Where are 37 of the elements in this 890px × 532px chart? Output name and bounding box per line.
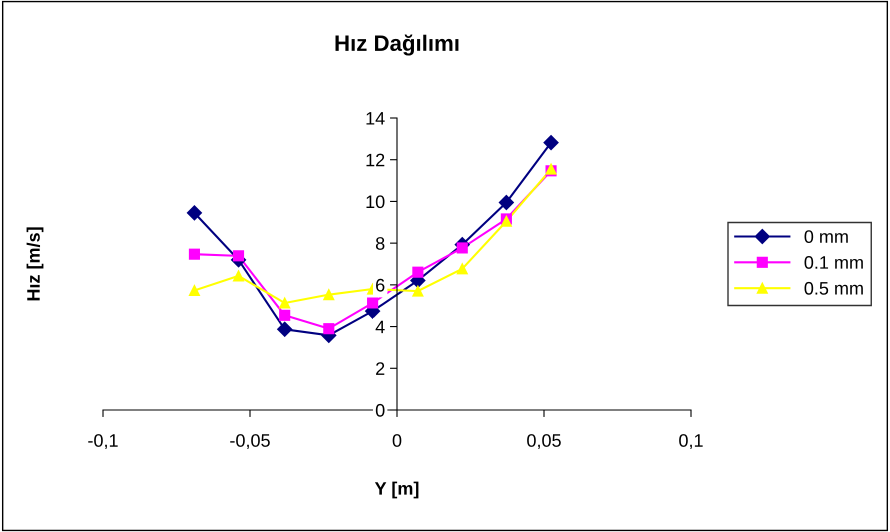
point: [277, 322, 292, 337]
y-tick-label: 8: [376, 237, 384, 250]
y-axis-title: Hız [m/s]: [26, 227, 44, 300]
legend-label: 0.1 mm: [804, 256, 863, 269]
legend-label: 0.5 mm: [804, 282, 863, 295]
point: [188, 248, 200, 260]
y-tick-label: 2: [376, 362, 384, 375]
point: [186, 205, 202, 220]
point: [232, 250, 244, 262]
chart-title: Hız Dağılımı: [336, 34, 458, 56]
point: [279, 297, 290, 309]
point: [188, 284, 200, 296]
y-tick-label: 4: [376, 320, 385, 334]
point: [412, 286, 424, 297]
point: [543, 135, 559, 150]
x-tick-label: -0,05: [230, 434, 270, 450]
x-tick-label: 0: [392, 434, 402, 447]
point: [498, 194, 514, 210]
point: [323, 323, 334, 334]
y-tick-label: 6: [376, 278, 384, 292]
y-tick-label: 14: [366, 112, 385, 125]
x-tick-label: -0,1: [88, 434, 118, 450]
point: [279, 310, 290, 321]
point: [500, 216, 512, 227]
point: [456, 263, 468, 274]
point: [412, 266, 424, 278]
x-tick-label: 0,1: [679, 434, 703, 450]
y-tick-label: 10: [366, 195, 384, 208]
point: [323, 289, 334, 300]
legend-label: 0 mm: [804, 230, 848, 243]
point: [456, 242, 468, 254]
y-tick-label: 0: [376, 404, 384, 417]
point: [367, 297, 378, 309]
x-axis-title: Y [m]: [374, 482, 418, 498]
x-tick-label: 0,05: [527, 434, 561, 450]
point: [232, 270, 244, 282]
y-tick-label: 12: [366, 154, 384, 166]
